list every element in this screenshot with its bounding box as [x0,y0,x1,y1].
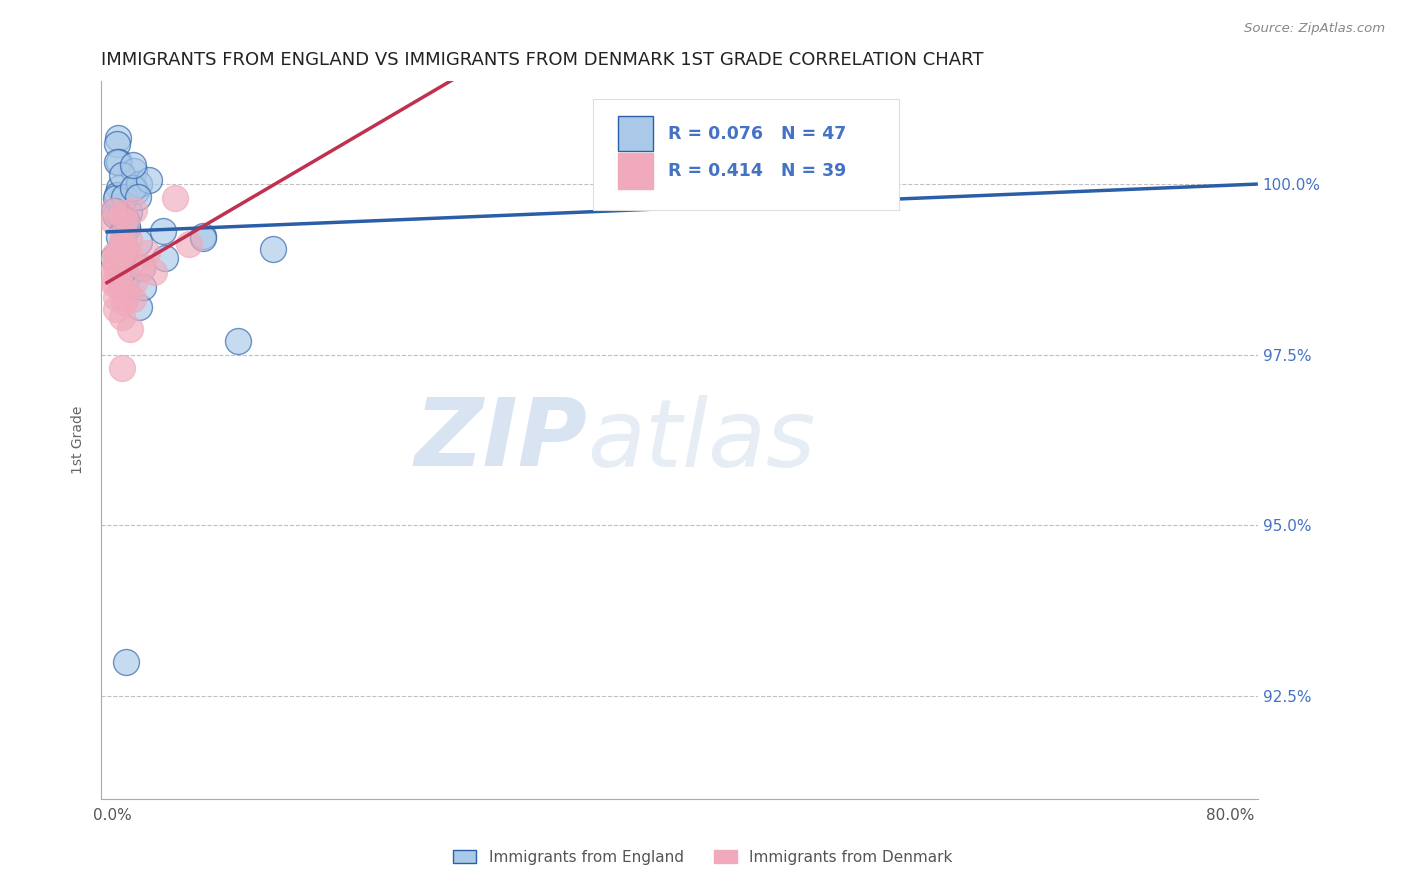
Point [124,203,146,218]
Point [110,252,132,267]
Point [115,219,138,234]
Point [114,241,136,255]
Point [152,224,174,238]
Point [122,275,145,289]
Point [107,229,129,244]
Point [110,245,132,260]
Point [121,292,143,306]
Point [107,131,129,145]
Point [128,300,150,314]
Point [111,246,134,260]
Point [104,260,127,274]
Point [103,277,125,291]
Point [105,191,128,205]
Point [115,270,138,285]
Text: atlas: atlas [586,394,815,485]
Point [110,281,132,295]
Point [179,236,201,251]
Point [105,136,128,151]
Point [107,252,129,267]
Point [110,260,132,274]
Bar [619,153,652,189]
Point [107,181,129,195]
Point [117,287,139,301]
Point [104,208,127,222]
Point [125,184,148,198]
Point [110,168,132,182]
Point [111,242,134,256]
Point [115,221,138,235]
Point [103,274,125,288]
Point [105,155,128,169]
Point [193,231,215,245]
Text: R = 0.414   N = 39: R = 0.414 N = 39 [668,162,846,180]
Point [122,158,145,172]
Y-axis label: 1st Grade: 1st Grade [72,406,86,475]
Point [143,265,166,279]
Point [122,180,145,194]
Legend: Immigrants from England, Immigrants from Denmark: Immigrants from England, Immigrants from… [447,844,959,871]
Text: R = 0.076   N = 47: R = 0.076 N = 47 [668,125,846,143]
Point [101,213,124,227]
Point [107,254,129,268]
Point [112,190,135,204]
Point [131,280,153,294]
Point [128,177,150,191]
Text: IMMIGRANTS FROM ENGLAND VS IMMIGRANTS FROM DENMARK 1ST GRADE CORRELATION CHART: IMMIGRANTS FROM ENGLAND VS IMMIGRANTS FR… [101,51,984,69]
Point [118,232,141,246]
Point [226,334,249,348]
Point [165,191,187,205]
Point [111,235,134,250]
Point [127,190,149,204]
Point [107,252,129,266]
Point [128,235,150,250]
Point [111,234,134,248]
Point [104,247,127,261]
Point [111,206,134,220]
Point [104,252,127,267]
Text: ZIP: ZIP [415,394,586,486]
Point [117,205,139,219]
Point [262,243,284,257]
Point [108,155,131,169]
Point [118,322,141,336]
Point [111,250,134,264]
Point [107,270,129,285]
Point [118,249,141,263]
Point [131,261,153,276]
Point [107,257,129,271]
Point [155,251,177,265]
Point [114,219,136,233]
Point [122,164,145,178]
Point [108,209,131,223]
Point [110,266,132,280]
Point [101,203,124,218]
Point [193,229,215,244]
Point [115,216,138,230]
Text: Source: ZipAtlas.com: Source: ZipAtlas.com [1244,22,1385,36]
Point [111,310,134,324]
Point [103,260,125,275]
Point [135,245,157,260]
Point [121,181,143,195]
FancyBboxPatch shape [593,99,900,211]
Point [105,248,128,262]
Point [104,290,127,304]
Point [115,655,138,669]
Point [111,361,134,376]
Point [111,235,134,250]
Point [105,187,128,202]
Point [138,172,160,186]
Point [115,213,138,227]
Point [111,199,134,213]
Bar [619,116,652,152]
Point [112,294,135,309]
Point [104,301,127,316]
Point [103,251,125,265]
Point [114,269,136,284]
Point [103,203,125,218]
Point [132,260,155,275]
